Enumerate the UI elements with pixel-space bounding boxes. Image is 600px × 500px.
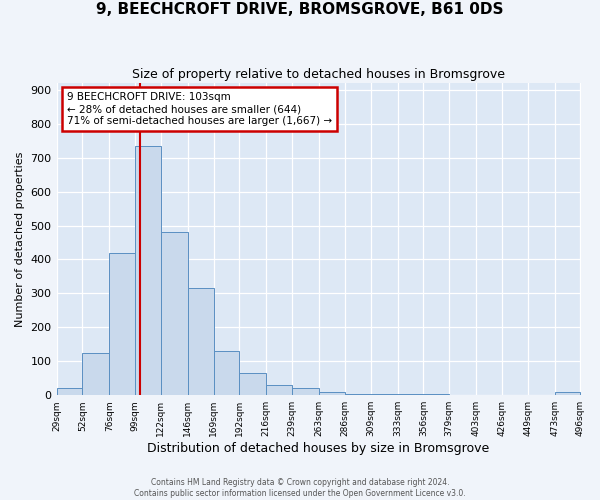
Text: 9 BEECHCROFT DRIVE: 103sqm
← 28% of detached houses are smaller (644)
71% of sem: 9 BEECHCROFT DRIVE: 103sqm ← 28% of deta… [67, 92, 332, 126]
X-axis label: Distribution of detached houses by size in Bromsgrove: Distribution of detached houses by size … [148, 442, 490, 455]
Bar [292, 388, 319, 395]
Bar [161, 232, 188, 395]
Bar [319, 392, 345, 395]
Bar [345, 394, 371, 395]
Bar [56, 388, 82, 395]
Text: 9, BEECHCROFT DRIVE, BROMSGROVE, B61 0DS: 9, BEECHCROFT DRIVE, BROMSGROVE, B61 0DS [96, 2, 504, 18]
Bar [398, 394, 424, 395]
Bar [214, 351, 239, 395]
Bar [135, 146, 161, 395]
Bar [371, 394, 398, 395]
Text: Contains HM Land Registry data © Crown copyright and database right 2024.
Contai: Contains HM Land Registry data © Crown c… [134, 478, 466, 498]
Bar [239, 373, 266, 395]
Bar [109, 252, 135, 395]
Title: Size of property relative to detached houses in Bromsgrove: Size of property relative to detached ho… [132, 68, 505, 80]
Bar [82, 353, 109, 395]
Bar [266, 385, 292, 395]
Bar [554, 392, 580, 395]
Bar [424, 394, 449, 395]
Y-axis label: Number of detached properties: Number of detached properties [15, 152, 25, 327]
Bar [188, 288, 214, 395]
